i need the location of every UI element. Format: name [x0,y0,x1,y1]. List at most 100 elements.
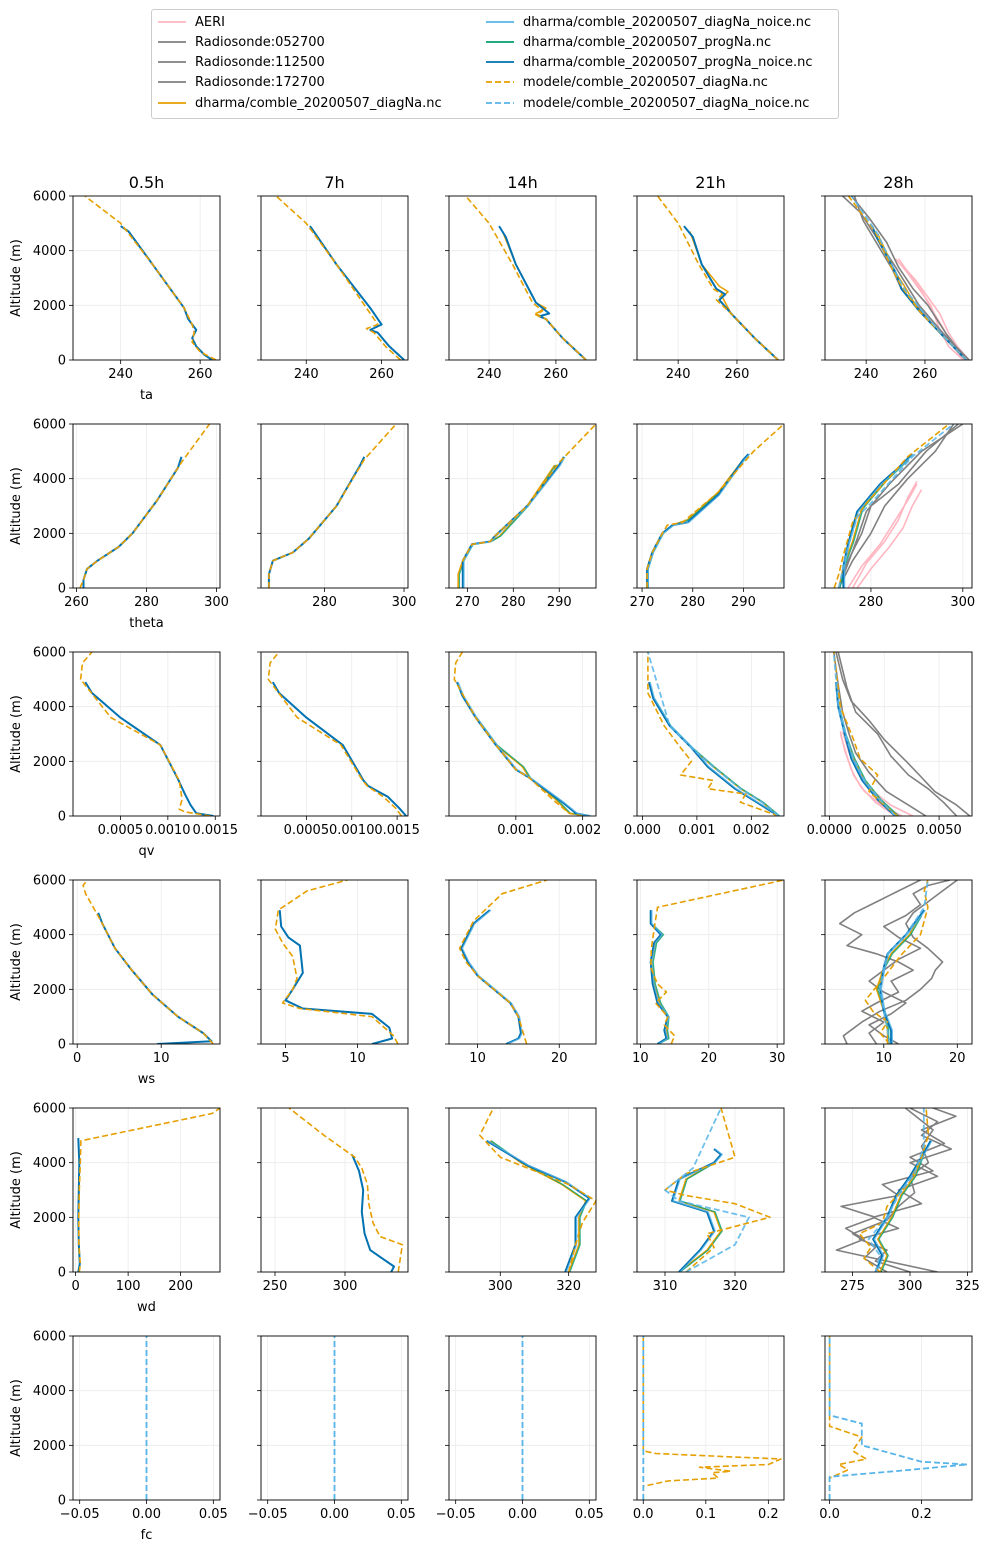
legend-label: Radiosonde:052700 [195,34,325,50]
y-axis-label: Altitude (m) [9,1151,24,1229]
series-group [842,196,970,360]
y-tick-label: 4000 [33,928,66,943]
series-line-radiosonde [842,196,970,360]
x-tick-label: 240 [108,367,133,382]
panel-ws-3: 10 20 30 [632,879,785,1066]
legend-label: AERI [195,14,225,30]
series-line-overlay [651,910,670,1044]
axes-frame [636,651,785,817]
legend-swatch [158,61,186,63]
x-tick-label: 0.0005 [284,823,330,838]
y-tick-label: 6000 [33,874,66,889]
series-line-dharma [683,225,779,360]
axes-frame [824,423,973,589]
series-line-modele_noice [879,880,929,1044]
series-line-dharma_diag [875,915,922,1044]
x-axis-label: ta [140,388,153,403]
x-tick-label: 0.001 [497,823,534,838]
legend-item: AERI [157,12,225,32]
x-tick-label: 0.0 [633,1507,654,1522]
panel-ta-2: 240 260 14h [445,173,597,382]
series-line-overlay [461,909,523,1044]
y-axis-label: Altitude (m) [9,923,24,1001]
axes-frame [260,879,409,1045]
series-line-dharma [649,910,669,1044]
x-tick-label: 20 [551,1051,568,1066]
legend-item: dharma/comble_20200507_diagNa_noice.nc [485,12,811,32]
x-tick-label: 5 [281,1051,289,1066]
x-tick-label: 10 [876,1051,893,1066]
series-line-modele [274,880,399,1044]
series-line-modele_noice [647,652,780,816]
panel-wd-1: 250 300 [257,1107,409,1294]
x-tick-label: 290 [547,595,572,610]
x-tick-label: 0.1 [695,1507,716,1522]
series-group [832,652,971,816]
x-tick-label: 100 [116,1279,141,1294]
series-line-dharma [671,1148,722,1272]
axes-frame [448,1107,597,1273]
axes-frame [260,651,409,817]
axes-frame [636,879,785,1045]
y-tick-label: 2000 [33,299,66,314]
series-group [274,880,399,1044]
series-group [646,424,784,588]
chart-legend: AERI Radiosonde:052700 Radiosonde:112500 Ra… [151,9,839,119]
series-line-overlay [653,698,781,816]
y-tick-label: 2000 [33,755,66,770]
series-group [453,652,591,816]
series-line-aeri [856,489,923,588]
x-tick-label: 0.00 [132,1507,161,1522]
y-axis-label: Altitude (m) [9,467,24,545]
series-line-modele_noice [832,652,896,816]
x-tick-label: 310 [653,1279,678,1294]
panel-ta-3: 240 260 21h [633,173,785,382]
axes-frame [824,1107,973,1273]
legend-item: Radiosonde:172700 [157,72,325,92]
x-tick-label: 0.05 [387,1507,416,1522]
series-group [656,196,779,360]
series-line-dharma_diag [489,1140,587,1272]
x-axis-label: qv [139,844,155,859]
series-group [478,1108,596,1272]
x-tick-label: 260 [188,367,213,382]
x-tick-label: 0 [73,1051,81,1066]
x-tick-label: 240 [854,367,879,382]
legend-label: dharma/comble_20200507_progNa_noice.nc [523,54,813,70]
axes-frame [636,195,785,361]
y-axis-label: Altitude (m) [9,695,24,773]
series-line-modele [453,652,583,816]
panel-qv-4: 0.0000 0.0025 0.0050 [807,651,973,838]
x-tick-label: 0.002 [733,823,770,838]
legend-item: dharma/comble_20200507_diagNa.nc [157,93,442,113]
y-axis-label: Altitude (m) [9,1379,24,1457]
legend-label: modele/comble_20200507_diagNa_noice.nc [523,95,810,111]
y-tick-label: 2000 [33,983,66,998]
legend-label: dharma/comble_20200507_progNa.nc [523,34,772,50]
x-axis-label: theta [129,616,163,631]
series-line-overlay [476,717,591,816]
x-tick-label: 0.0 [819,1507,840,1522]
x-tick-label: 320 [723,1279,748,1294]
axes-frame [260,423,409,589]
x-tick-label: 260 [543,367,568,382]
series-line-radiosonde [868,880,951,1044]
series-group [838,880,958,1044]
x-tick-label: 240 [294,367,319,382]
legend-swatch [158,102,186,104]
y-tick-label: 4000 [33,244,66,259]
legend-swatch [486,21,514,23]
legend-label: Radiosonde:112500 [195,54,325,70]
series-line-modele_noice [664,1108,750,1272]
x-tick-label: 280 [859,595,884,610]
panel-fc-3: 0.0 0.1 0.2 [633,1335,785,1522]
axes-frame [260,195,409,361]
series-line-dharma [646,453,750,588]
series-line-overlay [487,1140,592,1272]
x-axis-label: ws [138,1072,156,1087]
x-tick-label: 300 [204,595,229,610]
panel-wd-3: 310 320 [633,1107,785,1294]
series-line-dharma [456,681,590,816]
series-line-modele_noice [867,1108,925,1272]
